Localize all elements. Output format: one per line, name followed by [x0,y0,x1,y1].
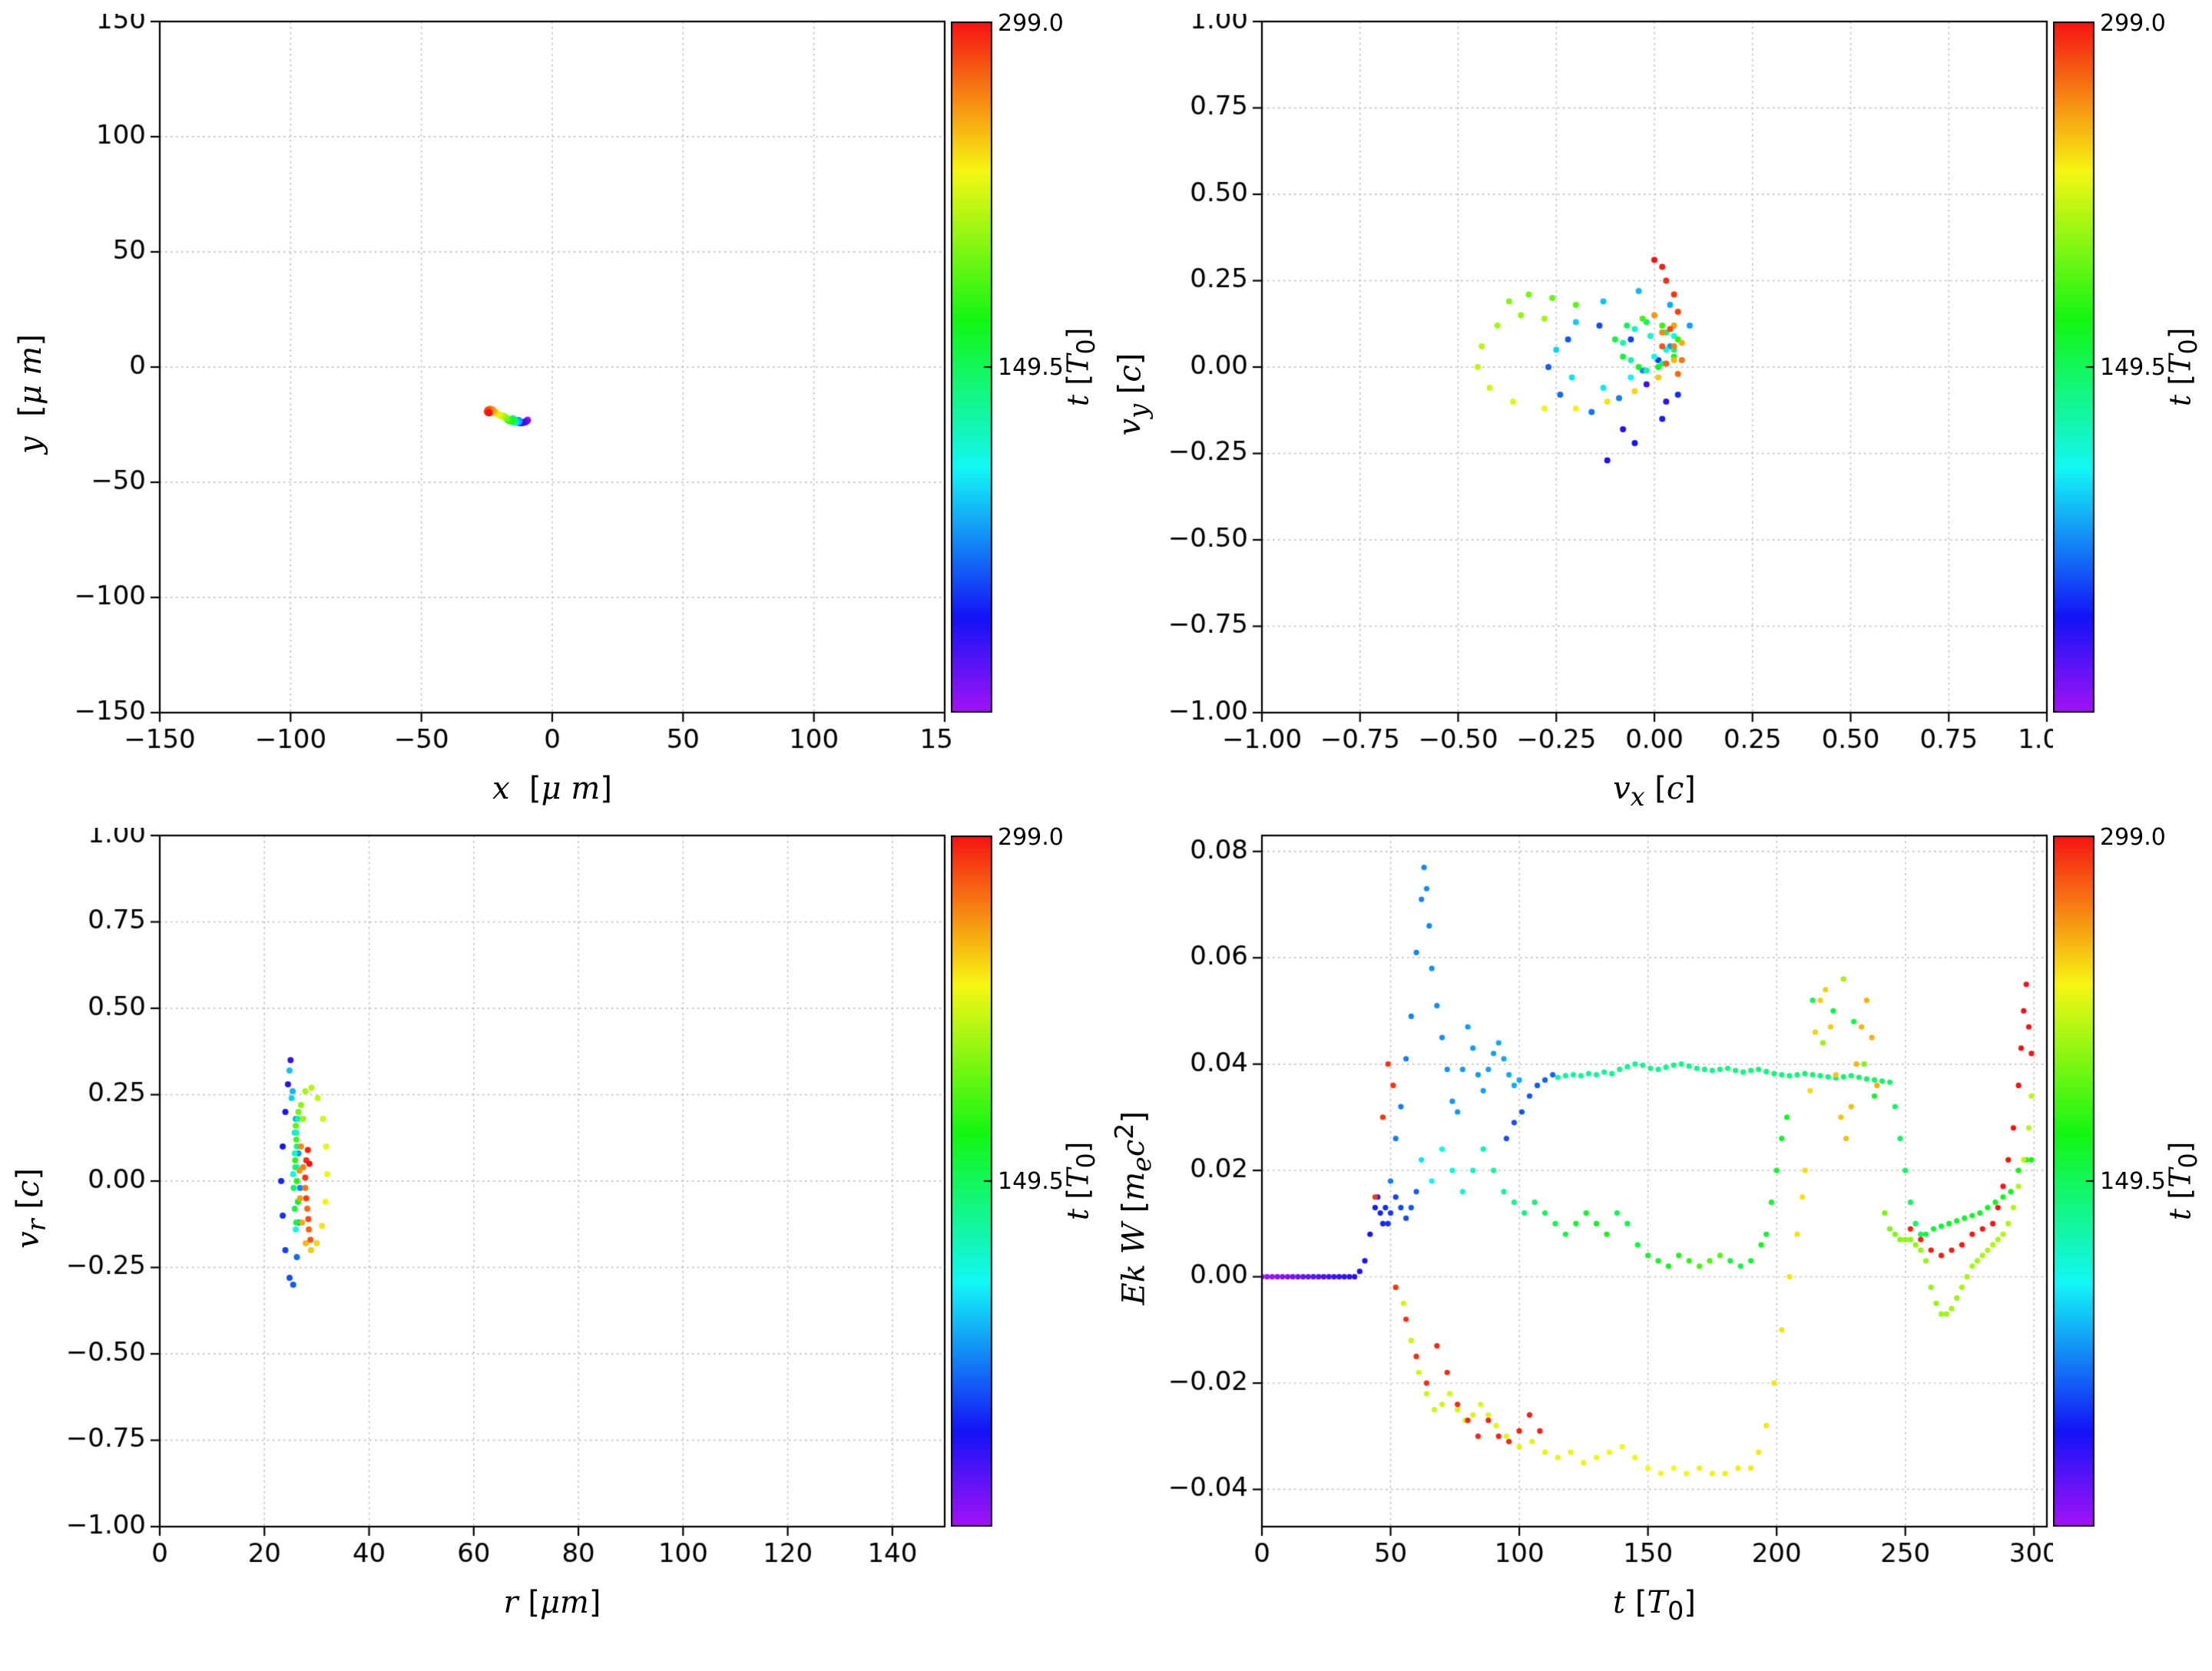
colorbar-block: 299.0 149.5 t [T0] [951,824,1101,1534]
x-axis-label-rvr: r [μm] [503,1585,601,1620]
plot-canvas-energy [1154,828,2053,1588]
x-axis-label-vxvy: vx [c] [1613,771,1696,812]
colorbar-tick-max: 299.0 [998,10,1064,37]
colorbar-tick-mid: 149.5 [2100,1168,2166,1195]
subplot-trajectory-xy: y [μ m] x [μ m] 299.0 149.5 t [T0] [9,10,1105,812]
colorbar-ticks: 299.0 149.5 [992,824,1064,1527]
y-axis-label-xy: y [μ m] [13,334,48,454]
y-axis-label-area: Ek W [mec2] [1108,828,1157,1588]
colorbar-label: t [T0] [2163,327,2203,407]
plot-canvas-radial [52,828,951,1588]
colorbar-ticks: 299.0 149.5 [2094,824,2166,1527]
x-axis-label-xy: x [μ m] [492,771,612,806]
y-axis-label-vxvy: vy [c] [1112,352,1154,435]
colorbar-gradient [2053,836,2094,1527]
y-axis-label-rvr: vr [c] [10,1167,51,1249]
colorbar-block: 299.0 149.5 t [T0] [951,10,1101,720]
plot-canvas-trajectory-xy [52,14,951,774]
colorbar-tick-max: 299.0 [998,824,1064,851]
y-axis-label-area: vr [c] [9,828,52,1588]
colorbar-label: t [T0] [2163,1141,2203,1221]
colorbar-tick-mid: 149.5 [998,354,1064,381]
colorbar-block: 299.0 149.5 t [T0] [2053,10,2203,720]
colorbar-gradient [951,22,992,713]
colorbar-label: t [T0] [1061,1141,1101,1221]
colorbar-ticks: 299.0 149.5 [2094,10,2166,713]
colorbar-ticks: 299.0 149.5 [992,10,1064,713]
y-axis-label-area: vy [c] [1111,14,1154,774]
colorbar-tick-max: 299.0 [2100,824,2166,851]
colorbar-gradient [951,836,992,1527]
subplot-energy-time: Ek W [mec2] t [T0] 299.0 149.5 t [T0] [1108,824,2207,1626]
subplot-radial-r-vr: vr [c] r [μm] 299.0 149.5 t [T0] [9,824,1105,1626]
colorbar-block: 299.0 149.5 t [T0] [2053,824,2203,1534]
y-axis-label-energy: Ek W [mec2] [1108,1110,1157,1305]
subplot-velocity-vx-vy: vy [c] vx [c] 299.0 149.5 t [T0] [1111,10,2207,812]
y-axis-label-area: y [μ m] [9,14,52,774]
figure-grid: y [μ m] x [μ m] 299.0 149.5 t [T0] vy [c… [9,10,2207,1626]
colorbar-tick-mid: 149.5 [998,1168,1064,1195]
plot-canvas-velocity [1154,14,2053,774]
colorbar-tick-mid: 149.5 [2100,354,2166,381]
x-axis-label-energy: t [T0] [1613,1585,1696,1626]
colorbar-tick-max: 299.0 [2100,10,2166,37]
colorbar-gradient [2053,22,2094,713]
colorbar-label: t [T0] [1061,327,1101,407]
